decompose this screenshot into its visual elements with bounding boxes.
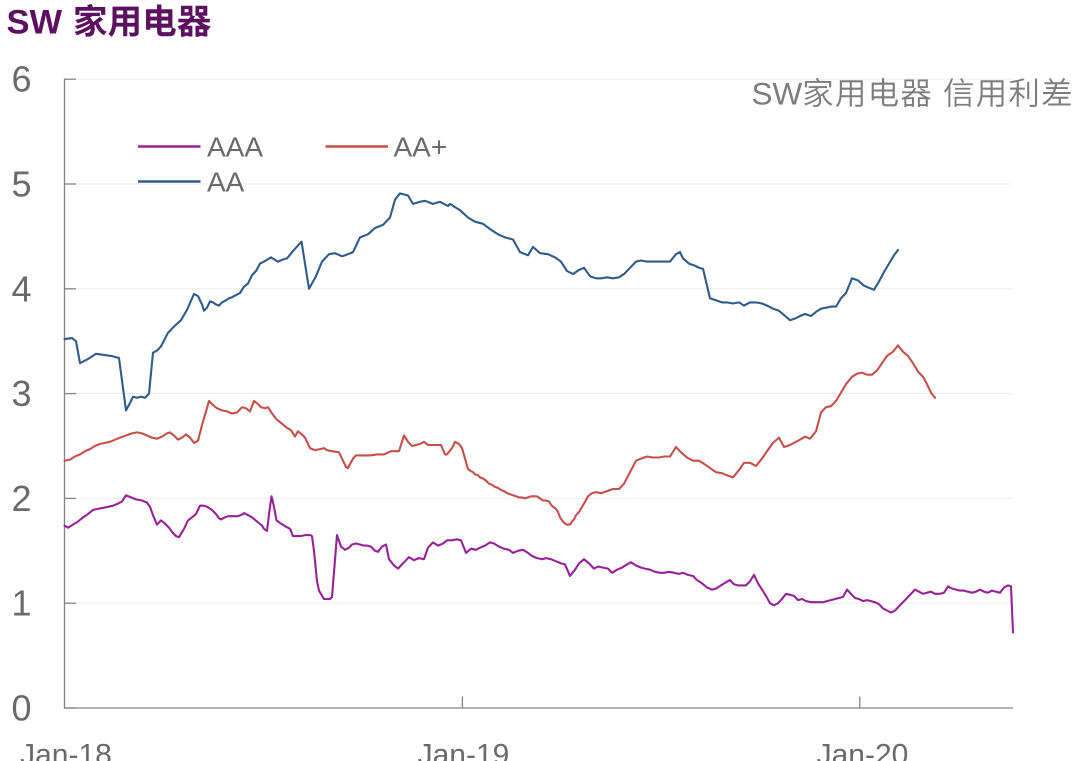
svg-text:3: 3 [11, 373, 31, 414]
svg-text:AA+: AA+ [394, 132, 448, 163]
svg-text:Jan-19: Jan-19 [418, 739, 510, 761]
svg-text:1: 1 [11, 583, 31, 624]
svg-text:6: 6 [11, 59, 31, 100]
svg-text:0: 0 [11, 688, 31, 729]
svg-text:SW: SW [7, 4, 63, 42]
svg-text:SW: SW [752, 76, 803, 112]
svg-text:4: 4 [11, 268, 31, 309]
svg-text:5: 5 [11, 164, 31, 205]
svg-text:AA: AA [207, 167, 245, 198]
svg-text:AAA: AAA [207, 132, 263, 163]
svg-text:Jan-18: Jan-18 [20, 739, 112, 761]
svg-text:Jan-20: Jan-20 [817, 739, 909, 761]
svg-text:2: 2 [11, 478, 31, 519]
